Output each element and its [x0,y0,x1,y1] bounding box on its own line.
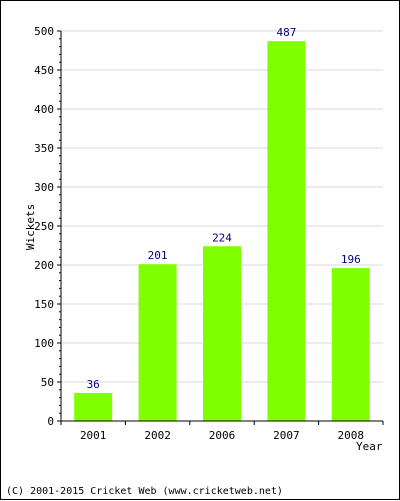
axes-group: 0 50 100 150 200 250 300 350 400 450 500 2001 2002 20… [34,25,384,442]
y-axis-label: Wickets [24,204,37,250]
y-tick-label: 200 [34,259,54,272]
data-label: 196 [341,253,361,266]
y-tick-label: 300 [34,181,54,194]
y-tick-label: 350 [34,142,54,155]
data-labels-group: 36 201 224 487 196 [87,26,361,391]
y-tick-label: 150 [34,298,54,311]
bars-group [74,41,370,421]
y-tick-label: 250 [34,220,54,233]
copyright-text: (C) 2001-2015 Cricket Web (www.cricketwe… [6,486,283,497]
y-tick-label: 450 [34,64,54,77]
x-tick-label: 2006 [209,429,236,442]
data-label: 36 [87,378,100,391]
y-tick-label: 0 [47,415,54,428]
x-tick-label: 2001 [80,429,107,442]
bar-2002 [138,264,177,421]
data-label: 224 [212,231,232,244]
bar-2008 [331,268,370,421]
grid-lines [61,30,383,383]
y-tick-label: 100 [34,337,54,350]
x-tick-label: 2007 [273,429,300,442]
data-label: 487 [276,26,296,39]
x-tick-label: 2002 [144,429,171,442]
x-tick-label: 2008 [338,429,365,442]
y-tick-label: 50 [41,376,54,389]
data-label: 201 [148,249,168,262]
bar-2006 [203,246,241,421]
y-tick-label: 500 [34,25,54,38]
bar-2007 [267,41,306,421]
bar-2001 [74,392,113,421]
y-tick-label: 400 [34,103,54,116]
x-axis-label: Year [356,440,383,453]
